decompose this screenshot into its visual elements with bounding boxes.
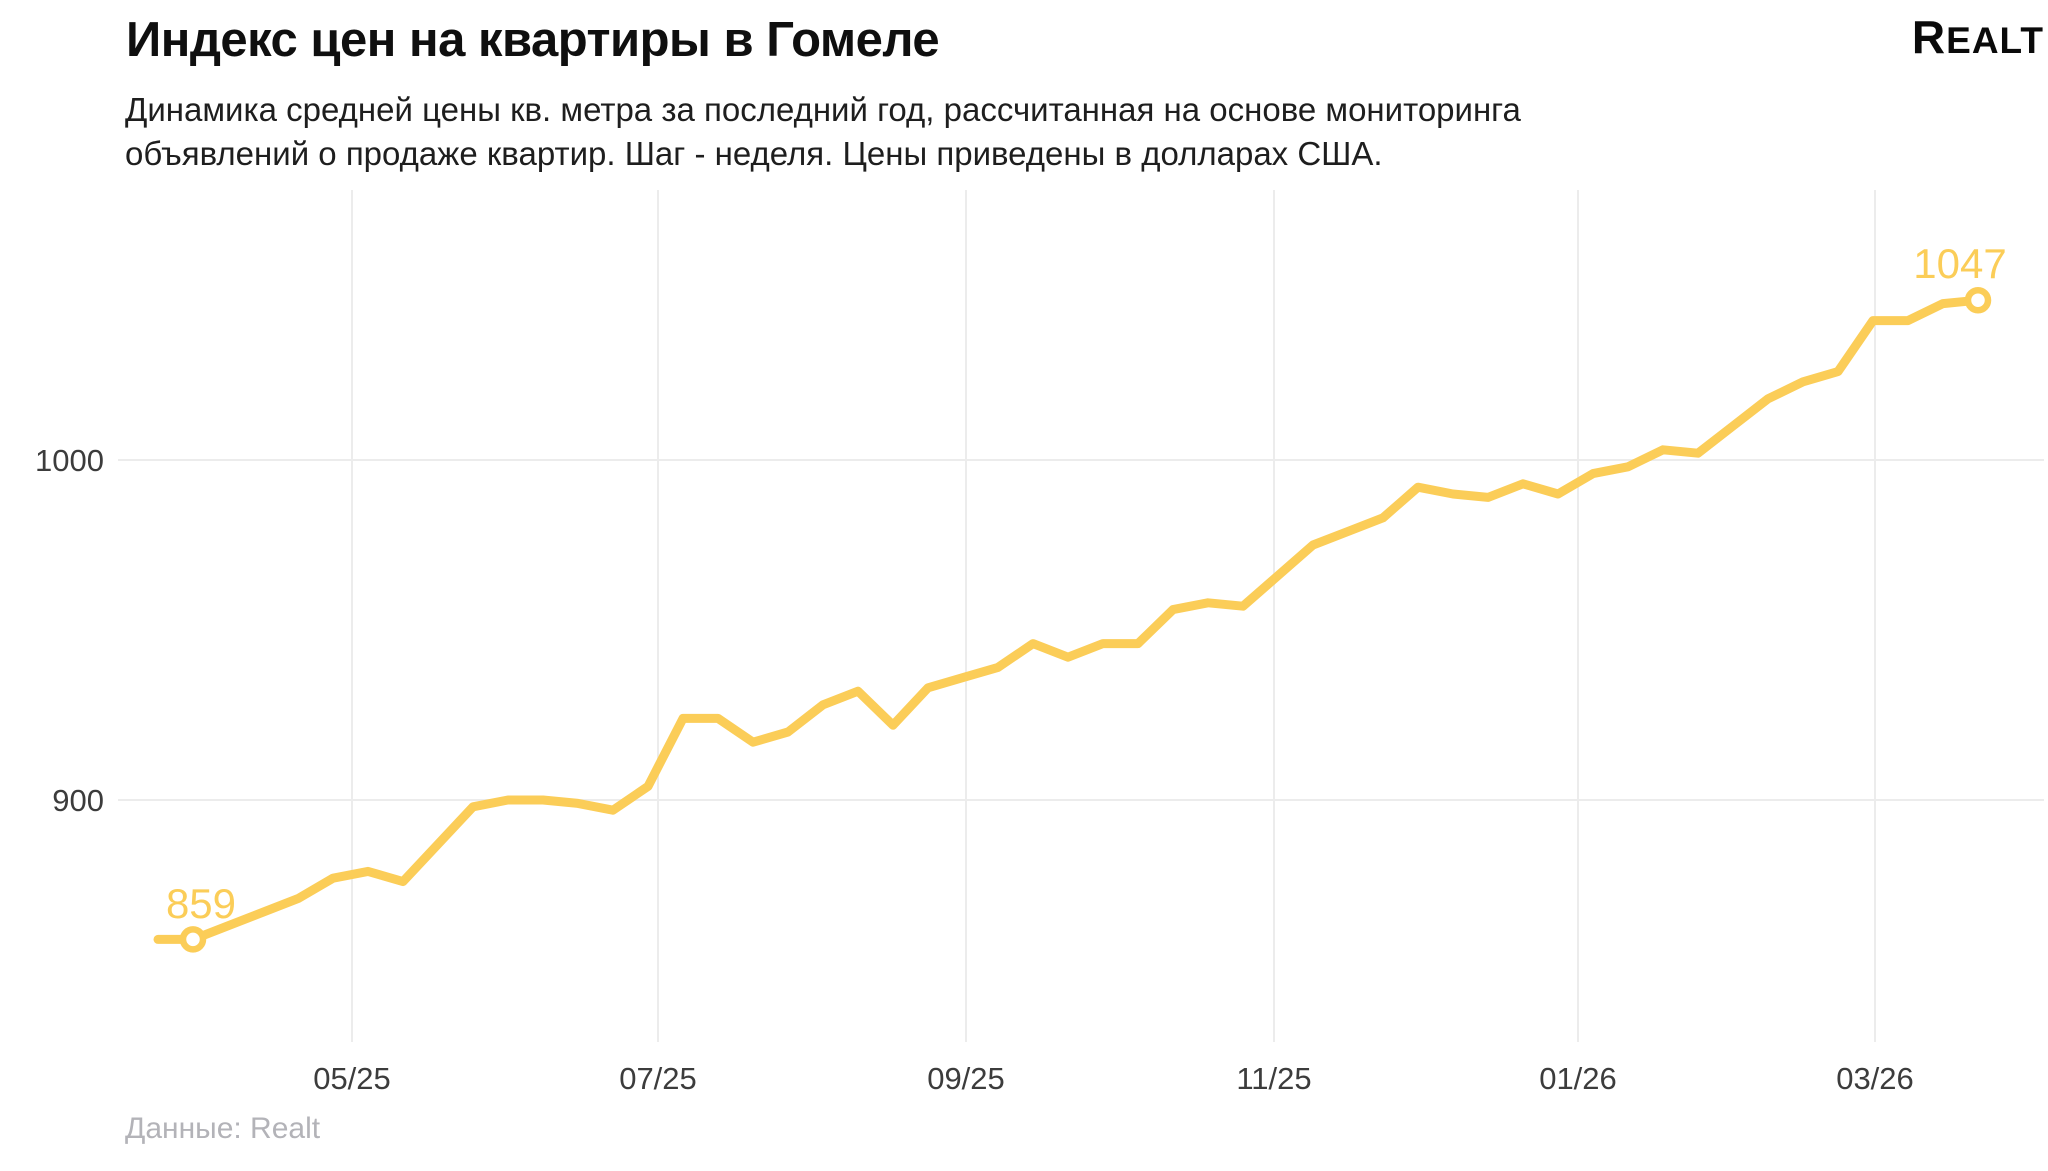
chart-subtitle-line-1: Динамика средней цены кв. метра за после… xyxy=(125,91,1521,128)
page-title: Индекс цен на квартиры в Гомеле xyxy=(126,13,940,67)
price-line xyxy=(153,295,1983,944)
x-tick-label: 11/25 xyxy=(1236,1061,1311,1096)
start-value-label: 859 xyxy=(166,880,236,927)
realt-logo-rest: EALT xyxy=(1946,20,2044,61)
realt-logo: REALT xyxy=(1912,10,2044,64)
x-tick-label: 05/25 xyxy=(313,1061,391,1096)
start-point-marker xyxy=(179,926,207,953)
chart-subtitle-line-2: объявлений о продаже квартир. Шаг - неде… xyxy=(125,135,1383,172)
end-value-label: 1047 xyxy=(1913,240,2006,287)
data-source-note: Данные: Realt xyxy=(125,1112,321,1145)
end-point-marker xyxy=(1964,286,1992,314)
y-tick-label: 1000 xyxy=(35,443,104,478)
x-tick-label: 03/26 xyxy=(1836,1061,1914,1096)
chart-subtitle: Динамика средней цены кв. метра за после… xyxy=(125,88,1521,176)
x-tick-label: 09/25 xyxy=(927,1061,1005,1096)
x-tick-label: 07/25 xyxy=(619,1061,697,1096)
realt-logo-initial: R xyxy=(1911,11,1947,63)
x-tick-label: 01/26 xyxy=(1539,1061,1617,1096)
y-tick-label: 900 xyxy=(52,783,104,818)
